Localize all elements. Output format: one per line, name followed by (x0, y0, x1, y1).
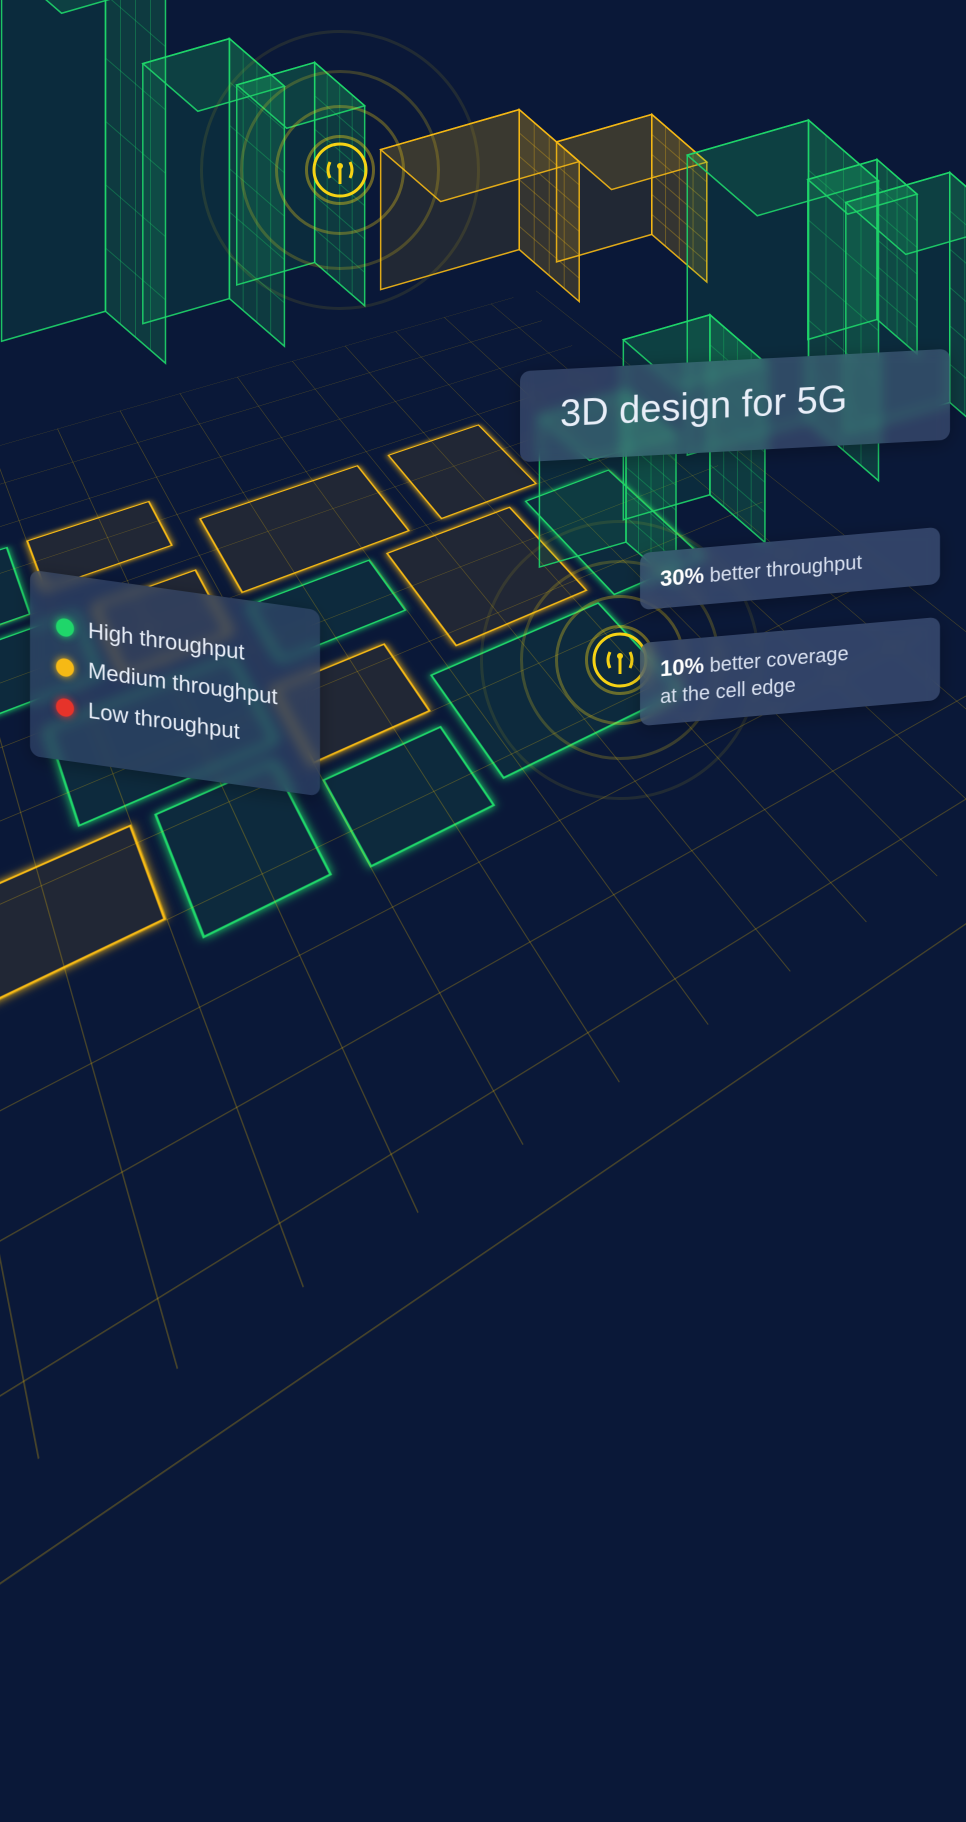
stat-pct: 10% (660, 653, 704, 682)
stat-text: better throughput (710, 552, 862, 587)
stat-text-line1: better coverage (710, 643, 849, 677)
stat-pct: 30% (660, 563, 704, 592)
legend-dot-icon (56, 617, 74, 638)
scene (0, 0, 966, 1024)
ground-plane (0, 228, 966, 1822)
legend-dot-icon (56, 697, 74, 718)
legend-dot-icon (56, 657, 74, 678)
legend-label: High throughput (88, 618, 245, 666)
legend-label: Low throughput (88, 698, 240, 745)
title-text: 3D design for 5G (560, 378, 847, 435)
antenna-icon (280, 110, 400, 230)
